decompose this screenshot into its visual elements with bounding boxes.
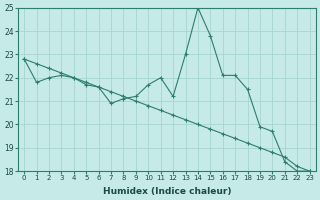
X-axis label: Humidex (Indice chaleur): Humidex (Indice chaleur) — [103, 187, 231, 196]
